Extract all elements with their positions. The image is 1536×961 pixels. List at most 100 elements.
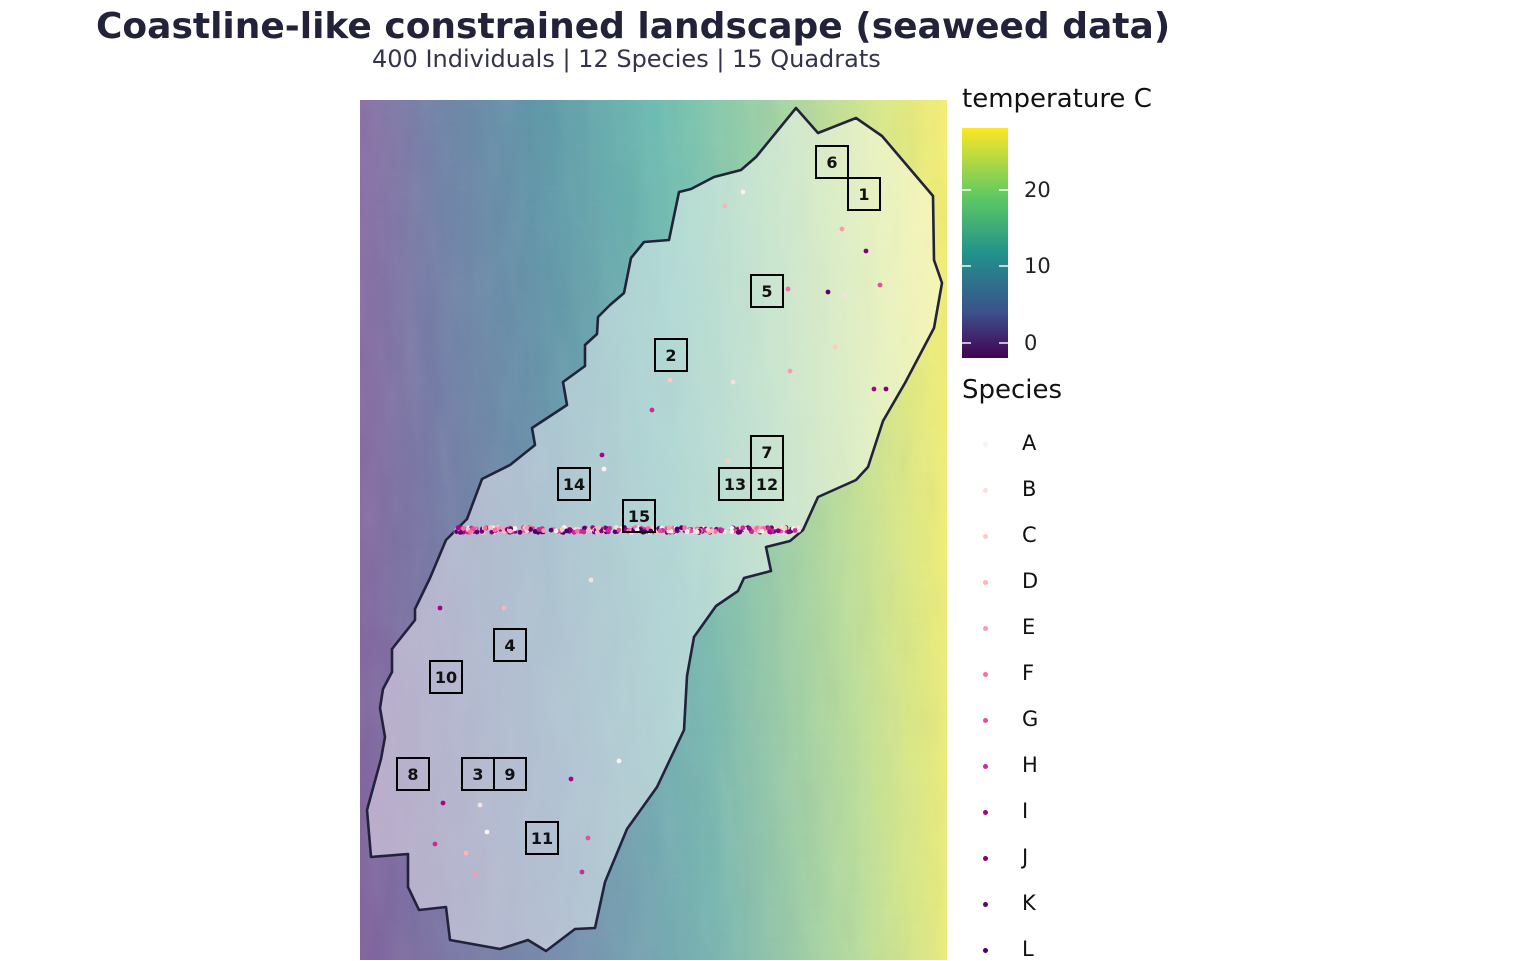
transect-point <box>548 527 554 533</box>
individual-point <box>825 289 831 295</box>
transect-point <box>595 525 601 531</box>
transect-point <box>564 528 569 534</box>
quadrat-box <box>654 338 688 372</box>
transect-point <box>775 528 781 534</box>
quadrat-box <box>815 145 849 179</box>
individual-point <box>579 869 585 875</box>
individual-point <box>472 871 478 877</box>
quadrat-box <box>718 467 752 501</box>
individual-point <box>667 377 673 383</box>
transect-point <box>553 528 559 534</box>
transect-point <box>460 526 466 531</box>
transect-point <box>684 529 690 534</box>
species-key-C <box>983 534 988 539</box>
species-label-K: K <box>1022 891 1036 915</box>
transect-point <box>767 529 773 535</box>
transect-point <box>467 529 473 534</box>
species-label-L: L <box>1022 937 1034 961</box>
transect-point <box>507 528 513 534</box>
transect-point <box>581 529 587 535</box>
quadrat-15: 15 <box>622 499 656 533</box>
quadrat-13: 13 <box>718 467 752 501</box>
species-label-E: E <box>1022 615 1036 639</box>
quadrat-4: 4 <box>493 628 527 662</box>
colorbar-tick-0: 0 <box>1024 331 1038 355</box>
transect-point <box>536 527 542 532</box>
transect-point <box>586 527 591 533</box>
species-label-G: G <box>1022 707 1039 731</box>
individual-point <box>440 800 446 806</box>
individual-point <box>568 776 574 782</box>
species-key-E <box>983 626 988 631</box>
transect-point <box>582 525 587 531</box>
individual-point <box>740 189 746 195</box>
individual-point <box>432 841 438 847</box>
species-key-H <box>983 764 988 769</box>
quadrat-6: 6 <box>815 145 849 179</box>
quadrat-2: 2 <box>654 338 688 372</box>
transect-point <box>458 529 464 535</box>
species-key-D <box>983 580 988 585</box>
quadrat-label: 12 <box>756 475 778 494</box>
colorbar-title: temperature C <box>962 84 1152 114</box>
transect-point <box>782 525 788 531</box>
transect-point <box>735 529 741 535</box>
transect-point <box>574 528 580 534</box>
quadrat-label: 13 <box>724 475 746 494</box>
species-key-B <box>983 488 988 493</box>
quadrat-label: 11 <box>531 829 553 848</box>
transect-point <box>749 529 755 535</box>
transect-individuals <box>453 525 801 535</box>
quadrat-label: 6 <box>826 153 837 172</box>
transect-point <box>512 526 518 532</box>
transect-point <box>606 528 611 533</box>
transect-point <box>474 529 480 535</box>
transect-point <box>666 525 672 531</box>
quadrat-box <box>525 821 559 855</box>
scattered-individuals <box>432 189 889 877</box>
quadrat-5: 5 <box>750 274 784 308</box>
transect-point <box>634 527 640 533</box>
species-label-I: I <box>1022 799 1029 823</box>
individual-point <box>722 203 728 209</box>
transect-point <box>792 528 798 533</box>
quadrat-label: 10 <box>435 668 457 687</box>
quadrat-14: 14 <box>557 467 591 501</box>
species-label-A: A <box>1022 431 1037 455</box>
individual-point <box>871 386 877 392</box>
transect-point <box>488 525 493 531</box>
individual-point <box>863 248 869 254</box>
transect-point <box>796 527 801 533</box>
individual-point <box>839 226 845 232</box>
quadrat-box <box>622 499 656 533</box>
quadrat-box <box>429 660 463 694</box>
quadrat-label: 9 <box>504 765 515 784</box>
quadrat-1: 1 <box>847 177 881 211</box>
transect-point <box>729 529 735 534</box>
transect-point <box>559 527 565 532</box>
transect-point <box>500 525 505 531</box>
transect-point <box>709 528 715 534</box>
quadrat-11: 11 <box>525 821 559 855</box>
transect-point <box>541 528 547 533</box>
species-key-F <box>983 672 988 677</box>
species-key-I <box>983 810 988 815</box>
individual-point <box>588 577 594 583</box>
species-label-H: H <box>1022 753 1038 777</box>
quadrat-box <box>493 628 527 662</box>
individual-point <box>585 835 591 841</box>
individual-point <box>832 344 838 350</box>
transect-point <box>471 526 476 532</box>
species-legend-title: Species <box>962 375 1063 405</box>
chart-title: Coastline-like constrained landscape (se… <box>96 6 1171 47</box>
species-label-B: B <box>1022 477 1037 501</box>
species-key-G <box>983 718 988 723</box>
individual-point <box>883 386 889 392</box>
species-label-F: F <box>1022 661 1035 685</box>
temperature-colorbar <box>962 128 1008 358</box>
transect-point <box>682 525 687 531</box>
transect-point <box>674 526 680 532</box>
colorbar-tick-20: 20 <box>1024 178 1051 202</box>
colorbar-tick-10: 10 <box>1024 254 1051 278</box>
